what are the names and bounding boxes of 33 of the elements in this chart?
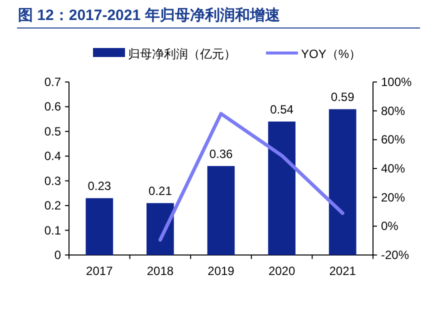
x-tick-label: 2018 [146,264,174,278]
bar [328,109,356,255]
x-tick-label: 2021 [329,264,356,278]
y-tick-label: 0.4 [44,149,62,164]
y2-tick-label: 80% [381,104,406,118]
chart-title: 图 12：2017-2021 年归母净利润和增速 [18,6,281,24]
data-label: 0.23 [88,179,112,194]
y-tick-label: 0.5 [44,124,62,138]
y-tick-label: 0.1 [44,223,62,238]
y-tick-label: 0.2 [44,198,62,213]
y2-tick-label: 20% [381,190,406,204]
y-tick-label: 0 [54,248,62,262]
y2-tick-label: 40% [381,162,406,176]
bar [207,166,235,255]
y2-tick-label: -20% [381,248,410,262]
y-tick-label: 0.7 [44,75,62,89]
data-label: 0.54 [270,102,294,117]
bar [146,203,174,255]
y-tick-label: 0.3 [44,174,62,188]
y2-tick-label: 0% [381,219,399,234]
bar [268,122,296,255]
x-tick-label: 2017 [86,264,114,278]
bar [86,198,114,255]
y-tick-label: 0.6 [44,100,62,114]
data-label: 0.59 [330,90,355,104]
y2-tick-label: 100% [381,75,412,89]
data-label: 0.21 [148,184,172,198]
y2-tick-label: 60% [381,132,406,147]
legend-label: YOY（%） [301,47,362,61]
x-tick-label: 2019 [208,264,235,278]
x-tick-label: 2020 [268,264,296,278]
legend-label: 归母净利润（亿元） [128,47,236,61]
data-label: 0.36 [209,147,233,162]
